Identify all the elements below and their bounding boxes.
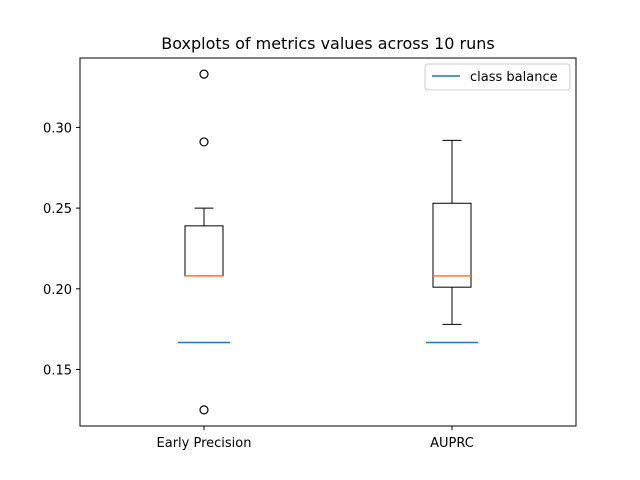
y-tick-label: 0.30	[43, 121, 72, 136]
y-tick-label: 0.25	[43, 202, 72, 217]
plot-area: 0.15 0.20 0.25 0.30 Early Precision AUPRC	[43, 69, 478, 451]
box	[432, 202, 472, 288]
outlier-point	[199, 137, 209, 147]
legend-box	[424, 63, 571, 91]
outlier-point	[199, 405, 209, 415]
legend-label-class-balance: class balance	[470, 70, 558, 85]
y-tick-label: 0.20	[43, 283, 72, 298]
x-tick-label: AUPRC	[430, 436, 474, 451]
y-tick-label: 0.15	[43, 364, 72, 379]
chart-title: Boxplots of metrics values across 10 run…	[161, 34, 494, 53]
axes-frame	[79, 57, 577, 427]
outlier-point	[199, 69, 209, 79]
x-tick-label: Early Precision	[157, 436, 252, 451]
legend: class balance	[424, 63, 571, 91]
